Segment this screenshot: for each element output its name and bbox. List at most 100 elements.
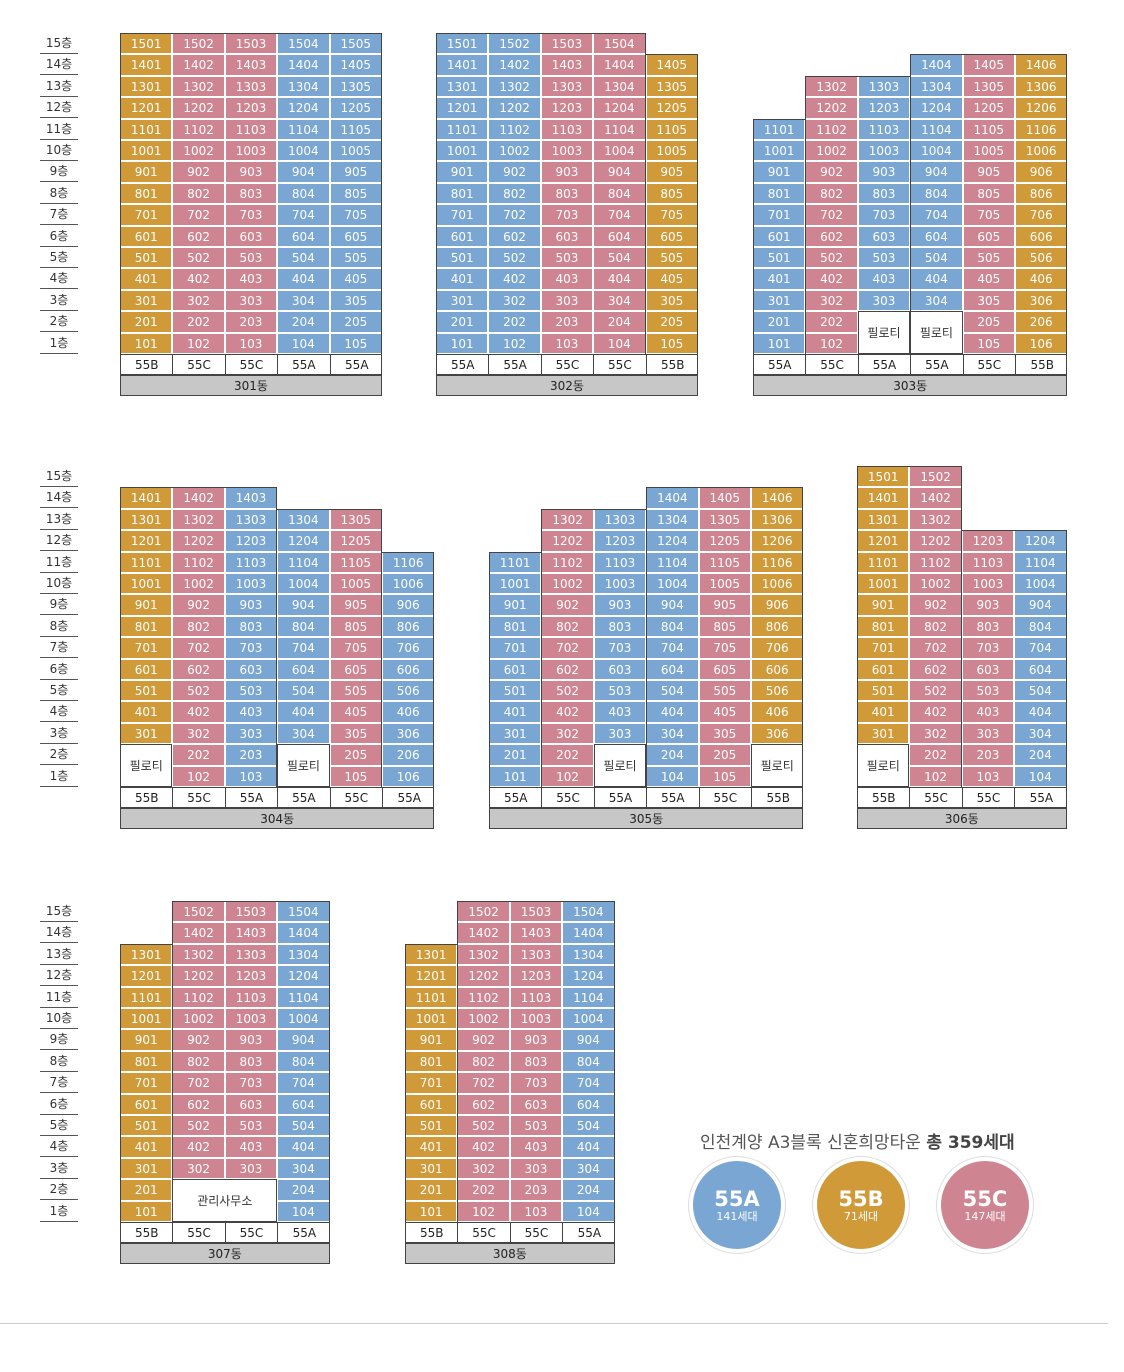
unit-cell: 803	[857, 182, 911, 205]
unit-cell: 704	[277, 204, 330, 226]
unit-cell: 1103	[593, 551, 647, 573]
unit-cell: 1303	[509, 943, 563, 966]
unit-cell: 403	[857, 268, 911, 290]
unit-cell: 1501	[436, 33, 489, 55]
unit-cell: 604	[910, 225, 963, 247]
unit-cell: 205	[329, 311, 382, 333]
unit-type-label: 55A	[278, 355, 331, 375]
unit-cell: 1204	[593, 97, 646, 119]
unit-cell: 1001	[436, 140, 489, 162]
unit-cell: 901	[405, 1029, 458, 1051]
unit-cell: 804	[593, 182, 646, 205]
building-name: 307동	[120, 1243, 330, 1264]
unit-cell: 1103	[961, 551, 1015, 573]
unit-type-label: 55B	[406, 1223, 459, 1243]
unit-cell: 902	[172, 594, 225, 616]
unit-cell: 601	[489, 658, 542, 680]
unit-cell: 704	[277, 1072, 330, 1094]
unit-cell: 404	[562, 1136, 615, 1158]
building-name: 302동	[436, 375, 698, 396]
unit-cell: 202	[805, 311, 858, 333]
unit-cell: 502	[457, 1115, 510, 1137]
unit-cell: 1103	[540, 118, 594, 140]
unit-cell: 1104	[277, 118, 330, 140]
unit-cell: 701	[489, 637, 542, 659]
unit-cell: 403	[540, 268, 594, 290]
unit-cell: 304	[562, 1157, 615, 1180]
legend-55c-count: 147세대	[964, 1210, 1006, 1223]
unit-cell: 1402	[457, 922, 510, 944]
floor-label: 3층	[40, 723, 78, 744]
floor-label: 5층	[40, 680, 78, 701]
unit-cell: 204	[562, 1179, 615, 1201]
unit-cell: 103	[509, 1200, 563, 1222]
unit-cell: 201	[120, 311, 173, 333]
unit-cell: 1102	[457, 986, 510, 1008]
unit-cell: 1504	[562, 901, 615, 923]
unit-cell: 601	[857, 658, 910, 680]
unit-cell: 702	[488, 204, 541, 226]
unit-cell: 602	[172, 658, 225, 680]
unit-cell: 501	[857, 680, 910, 702]
unit-cell: 602	[541, 658, 594, 680]
unit-cell: 1104	[277, 986, 330, 1008]
unit-cell: 501	[405, 1115, 458, 1137]
unit-cell: 904	[1014, 594, 1067, 616]
building-name: 306동	[857, 808, 1067, 829]
legend-55c-type: 55C	[962, 1187, 1008, 1211]
unit-cell: 1205	[698, 530, 751, 552]
unit-cell: 501	[120, 1115, 173, 1137]
unit-cell: 605	[962, 225, 1015, 247]
unit-cell: 1005	[645, 140, 698, 162]
unit-cell: 601	[120, 1093, 173, 1115]
unit-cell: 502	[909, 680, 962, 702]
unit-cell: 1303	[224, 943, 278, 966]
unit-cell: 802	[488, 182, 541, 205]
unit-type-row: 55A 55C 55A 55A 55C 55B	[489, 787, 804, 808]
unit-cell: 906	[1015, 161, 1068, 183]
unit-cell: 904	[277, 161, 330, 183]
floor-label: 10층	[40, 140, 78, 161]
unit-cell: 806	[1015, 182, 1068, 205]
floor-label: 6층	[40, 659, 78, 680]
legend-55b: 55B 71세대	[813, 1157, 909, 1253]
unit-cell: 1304	[593, 75, 646, 98]
unit-cell: 1004	[277, 573, 330, 595]
unit-cell: 701	[120, 637, 173, 659]
unit-cell: 504	[593, 247, 646, 269]
unit-cell: 105	[698, 765, 751, 787]
unit-cell: 1401	[120, 54, 173, 76]
unit-cell: 304	[646, 722, 699, 745]
unit-cell: 1102	[172, 118, 225, 140]
floor-label: 15층	[40, 466, 78, 487]
unit-cell: 1101	[120, 986, 173, 1008]
floor-label: 12층	[40, 530, 78, 552]
unit-cell: 1402	[909, 487, 962, 509]
unit-cell: 202	[172, 311, 225, 333]
floor-label: 6층	[40, 226, 78, 247]
unit-cell: 403	[593, 701, 647, 723]
floor-label: 10층	[40, 1008, 78, 1029]
unit-cell: 504	[910, 247, 963, 269]
unit-type-row: 55A 55A 55C 55C 55B	[436, 354, 698, 375]
unit-type-label: 55B	[858, 788, 911, 808]
unit-cell: 201	[436, 311, 489, 333]
unit-cell: 701	[857, 637, 910, 659]
unit-cell: 1402	[172, 487, 225, 509]
unit-cell: 203	[961, 744, 1015, 766]
unit-cell: 804	[277, 182, 330, 205]
unit-cell: 603	[224, 658, 278, 680]
unit-cell: 303	[224, 1157, 278, 1180]
unit-cell: 903	[593, 594, 647, 616]
unit-cell: 1102	[909, 551, 962, 573]
unit-cell: 803	[540, 182, 594, 205]
unit-cell: 105	[329, 765, 382, 787]
unit-cell: 901	[857, 594, 910, 616]
unit-cell: 1303	[857, 75, 911, 98]
floor-label: 1층	[40, 333, 78, 354]
floor-label: 2층	[40, 744, 78, 766]
unit-cell: 504	[277, 247, 330, 269]
unit-cell: 404	[646, 701, 699, 723]
floor-label: 11층	[40, 119, 78, 140]
unit-type-label: 55A	[292, 1226, 317, 1240]
